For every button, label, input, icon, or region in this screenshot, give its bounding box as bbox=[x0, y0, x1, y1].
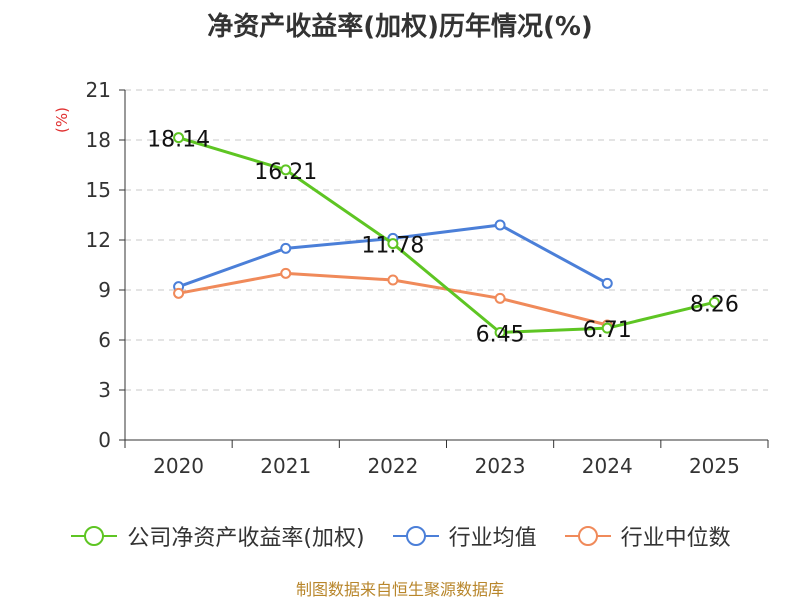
series-0-point-2023 bbox=[494, 327, 506, 338]
series-0-point-2025 bbox=[708, 296, 720, 308]
y-tick-label-0: 0 bbox=[98, 428, 111, 452]
y-tick-label-12: 12 bbox=[86, 228, 111, 252]
series-layer bbox=[173, 132, 720, 338]
x-tick-label-2023: 2023 bbox=[475, 454, 526, 478]
series-0-point-2020 bbox=[173, 132, 185, 144]
legend-label-company: 公司净资产收益率(加权) bbox=[127, 526, 365, 551]
data-source: 制图数据来自恒生聚源数据库 bbox=[295, 580, 504, 599]
y-tick-label-18: 18 bbox=[86, 128, 111, 152]
chart-title: 净资产收益率(加权)历年情况(%) bbox=[207, 12, 593, 42]
y-tick-label-15: 15 bbox=[86, 178, 111, 202]
series-0-point-2021 bbox=[280, 164, 292, 176]
label-layer: 18.14 16.21 11.78 6.45 6.71 8.26 bbox=[147, 128, 739, 348]
legend-company-icon bbox=[71, 526, 118, 546]
grid-layer bbox=[125, 89, 768, 391]
legend-label-industry-mean: 行业均值 bbox=[448, 526, 537, 551]
series-1-point-2024 bbox=[601, 277, 613, 289]
legend-item-company[interactable]: 公司净资产收益率(加权) bbox=[69, 520, 365, 552]
data-label-2020: 18.14 bbox=[147, 128, 210, 153]
series-2-point-2023 bbox=[494, 292, 506, 304]
series-1-point-2021 bbox=[280, 242, 292, 254]
series-2-point-2022 bbox=[387, 274, 399, 286]
data-label-2021: 16.21 bbox=[254, 160, 317, 185]
y-tick-label-3: 3 bbox=[98, 378, 111, 402]
data-label-2024: 6.71 bbox=[583, 318, 632, 343]
axis-layer: 0 3 6 9 12 15 18 21 2020 2021 2022 2023 2024 2025 bbox=[86, 78, 769, 478]
series-0-point-2024 bbox=[601, 322, 613, 334]
y-tick-label-9: 9 bbox=[98, 278, 111, 302]
legend-industry-mean-icon bbox=[392, 526, 439, 546]
data-label-2023: 6.45 bbox=[476, 323, 525, 348]
data-label-2022: 11.78 bbox=[361, 234, 424, 259]
series-0-point-2022 bbox=[387, 238, 399, 250]
legend-label-industry-median: 行业中位数 bbox=[620, 526, 731, 551]
x-tick-label-2021: 2021 bbox=[260, 454, 311, 478]
legend-item-industry-median[interactable]: 行业中位数 bbox=[563, 520, 731, 552]
legend: 公司净资产收益率(加权) 行业均值 行业中位数 bbox=[0, 518, 800, 554]
x-tick-label-2025: 2025 bbox=[689, 454, 740, 478]
series-line-0 bbox=[178, 136, 715, 334]
x-tick-label-2024: 2024 bbox=[582, 454, 633, 478]
x-tick-label-2022: 2022 bbox=[367, 454, 418, 478]
series-1-point-2023 bbox=[494, 219, 506, 231]
series-2-point-2020 bbox=[173, 287, 185, 299]
legend-item-industry-mean[interactable]: 行业均值 bbox=[391, 520, 537, 552]
series-2-point-2021 bbox=[280, 267, 292, 279]
x-tick-label-2020: 2020 bbox=[153, 454, 204, 478]
data-label-2025: 8.26 bbox=[690, 292, 739, 317]
y-tick-label-6: 6 bbox=[98, 328, 111, 352]
legend-industry-median-icon bbox=[564, 526, 611, 546]
y-tick-label-21: 21 bbox=[86, 78, 111, 102]
